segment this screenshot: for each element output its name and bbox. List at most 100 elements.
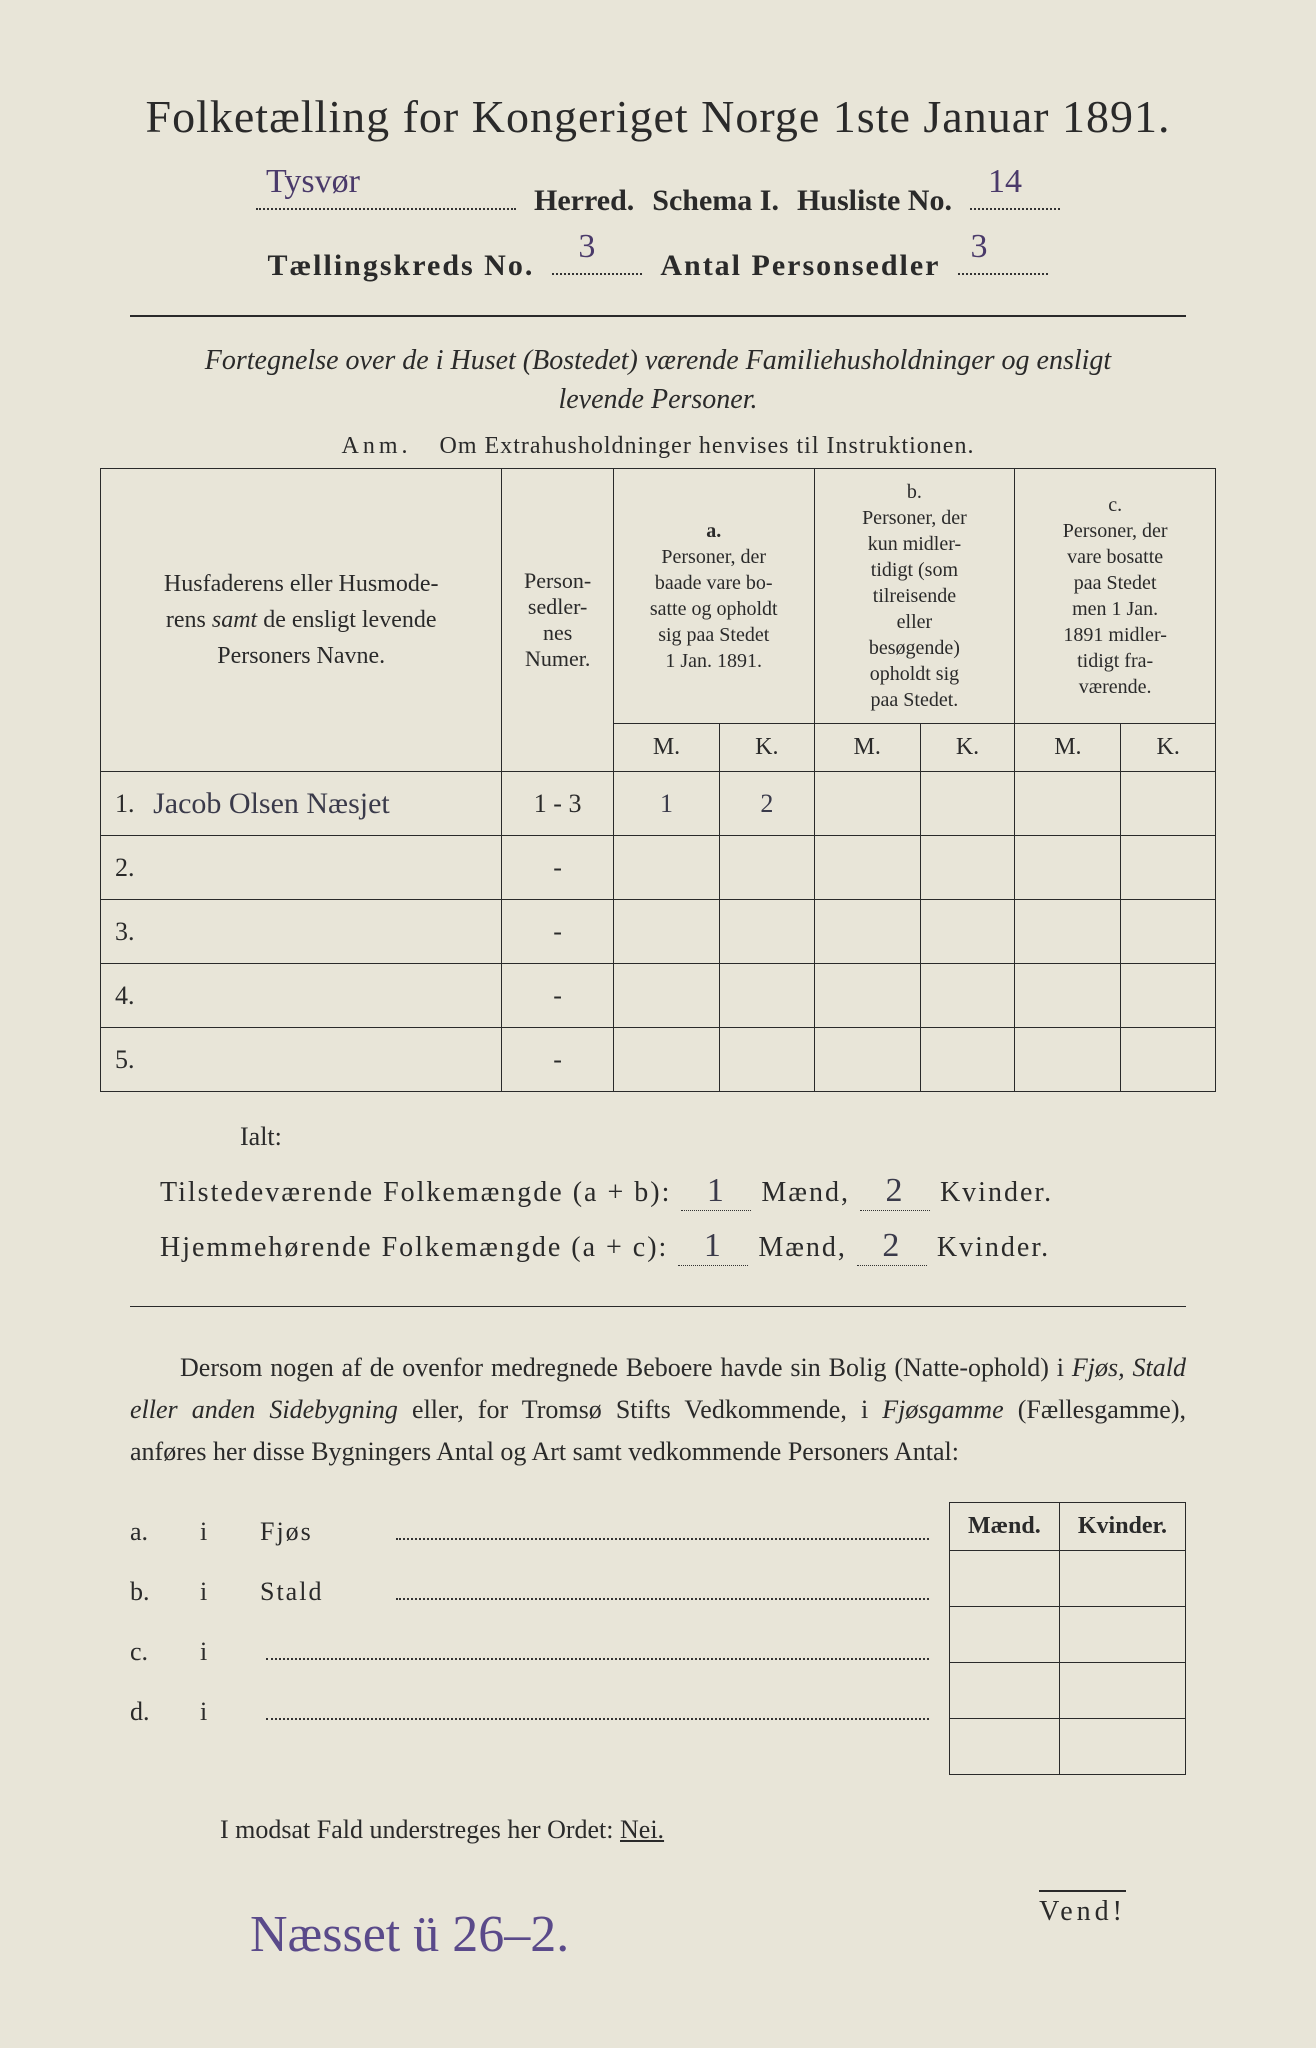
small-cell (1059, 1663, 1185, 1719)
row-sedler: - (502, 1028, 614, 1092)
row-aM (613, 1028, 719, 1092)
subtitle-l1: Fortegnelse over de i Huset (Bostedet) v… (205, 345, 1111, 376)
row-bM (814, 964, 920, 1028)
row-cK (1121, 772, 1216, 836)
list-row-a: a. i Fjøs (130, 1502, 929, 1562)
row-bM (814, 772, 920, 836)
herred-label: Herred. (534, 184, 634, 218)
maend-1: Mænd, (761, 1177, 850, 1209)
row-cK (1121, 836, 1216, 900)
c-M: M. (1015, 724, 1121, 772)
small-table: Mænd. Kvinder. (949, 1502, 1186, 1775)
sum1-m-field: 1 (681, 1172, 751, 1211)
small-cell (949, 1719, 1059, 1775)
maend-2: Mænd, (758, 1232, 847, 1264)
row-cM (1015, 836, 1121, 900)
row-bK (920, 900, 1015, 964)
subtitle-l2: levende Personer. (558, 384, 757, 415)
husliste-value: 14 (988, 163, 1022, 201)
row-num: 3. (101, 900, 146, 964)
husliste-label: Husliste No. (797, 184, 952, 218)
dots-b (396, 1574, 929, 1600)
husliste-field: 14 (970, 171, 1060, 210)
herred-value: Tysvør (266, 163, 360, 201)
list-row-c: c. i (130, 1622, 929, 1682)
antal-label: Antal Personsedler (660, 249, 940, 283)
row-sedler: - (502, 836, 614, 900)
a-M: M. (613, 724, 719, 772)
row-num: 2. (101, 836, 146, 900)
kvinder-2: Kvinder. (937, 1232, 1050, 1264)
row-aM: 1 (613, 772, 719, 836)
ialt-label: Ialt: (240, 1122, 1216, 1152)
table-row: 3.- (101, 900, 1216, 964)
row-aK (720, 900, 815, 964)
row-aK (720, 836, 815, 900)
sum2-k: 2 (882, 1227, 901, 1264)
row-bK (920, 772, 1015, 836)
col-b-header: b. Personer, der kun midler- tidigt (som… (814, 469, 1015, 724)
b-M: M. (814, 724, 920, 772)
row-cK (1121, 964, 1216, 1028)
sum1-label: Tilstedeværende Folkemængde (a + b): (160, 1177, 671, 1209)
row-aM (613, 836, 719, 900)
table-row: 1.Jacob Olsen Næsjet1 - 312 (101, 772, 1216, 836)
row-bM (814, 836, 920, 900)
header-line-2: Tysvør Herred. Schema I. Husliste No. 14 (100, 171, 1216, 218)
anm-text: Om Extrahusholdninger henvises til Instr… (440, 433, 975, 459)
row-num: 4. (101, 964, 146, 1028)
divider-2 (130, 1306, 1186, 1307)
header-line-3: Tællingskreds No. 3 Antal Personsedler 3 (100, 236, 1216, 283)
kreds-label: Tællingskreds No. (268, 249, 535, 283)
row-cM (1015, 1028, 1121, 1092)
sum-line-1: Tilstedeværende Folkemængde (a + b): 1 M… (160, 1172, 1216, 1211)
small-kvinder: Kvinder. (1059, 1503, 1185, 1551)
small-cell (1059, 1607, 1185, 1663)
sum1-k: 2 (885, 1172, 904, 1209)
nei-line: I modsat Fald understreges her Ordet: Ne… (220, 1815, 1216, 1845)
col-a-header: a. Personer, der baade vare bo- satte og… (613, 469, 814, 724)
kvinder-1: Kvinder. (940, 1177, 1053, 1209)
sum1-k-field: 2 (860, 1172, 930, 1211)
table-row: 2. - (101, 836, 1216, 900)
c-K: K. (1121, 724, 1216, 772)
row-cK (1121, 900, 1216, 964)
small-cell (949, 1551, 1059, 1607)
subtitle: Fortegnelse over de i Huset (Bostedet) v… (100, 341, 1216, 419)
list-row-b: b. i Stald (130, 1562, 929, 1622)
main-table: Husfaderens eller Husmode- rens samt de … (100, 468, 1216, 1092)
building-list: a. i Fjøs b. i Stald c. i d. i (130, 1502, 929, 1775)
row-cK (1121, 1028, 1216, 1092)
row-aM (613, 964, 719, 1028)
census-form-page: Folketælling for Kongeriget Norge 1ste J… (100, 90, 1216, 1988)
kreds-field: 3 (552, 236, 642, 275)
row-sedler: 1 - 3 (502, 772, 614, 836)
sum2-k-field: 2 (857, 1227, 927, 1266)
row-cM (1015, 964, 1121, 1028)
kreds-value: 3 (578, 228, 597, 266)
row-num: 5. (101, 1028, 146, 1092)
col-c-header: c. Personer, der vare bosatte paa Stedet… (1015, 469, 1216, 724)
row-cM (1015, 900, 1121, 964)
small-cell (1059, 1719, 1185, 1775)
table-row: 4.- (101, 964, 1216, 1028)
row-name (145, 900, 502, 964)
row-bM (814, 900, 920, 964)
row-bK (920, 836, 1015, 900)
row-name (145, 964, 502, 1028)
row-name (145, 836, 502, 900)
vend-label: Vend! (1039, 1890, 1126, 1928)
row-name (145, 1028, 502, 1092)
list-row-d: d. i (130, 1682, 929, 1742)
row-bM (814, 1028, 920, 1092)
row-bK (920, 1028, 1015, 1092)
herred-field: Tysvør (256, 171, 516, 210)
anm-line: Anm. Om Extrahusholdninger henvises til … (100, 433, 1216, 460)
paragraph: Dersom nogen af de ovenfor medregnede Be… (130, 1347, 1186, 1472)
row-num: 1. (101, 772, 146, 836)
a-K: K. (720, 724, 815, 772)
col1-header: Husfaderens eller Husmode- rens samt de … (101, 469, 502, 772)
sum2-m-field: 1 (678, 1227, 748, 1266)
sum-line-2: Hjemmehørende Folkemængde (a + c): 1 Mæn… (160, 1227, 1216, 1266)
antal-value: 3 (970, 228, 989, 266)
